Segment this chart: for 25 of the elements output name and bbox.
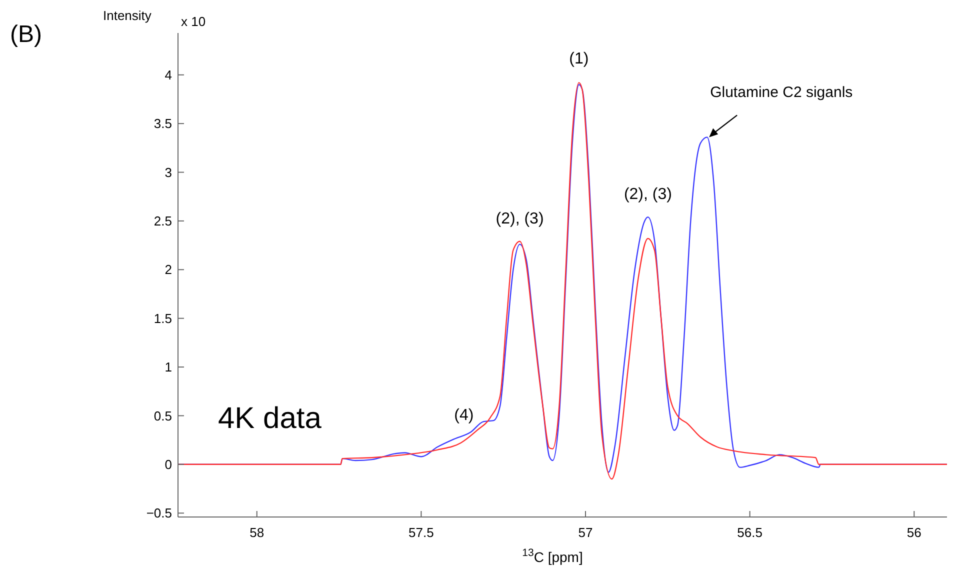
x-axis-title: $^{13}$C [ppm] bbox=[522, 547, 583, 565]
y-axis-title: Intensity bbox=[103, 8, 152, 23]
annotation: Glutamine C2 siganls bbox=[710, 84, 853, 102]
annotation: (2), (3) bbox=[624, 186, 672, 204]
annotation: (4) bbox=[454, 407, 474, 424]
x-tick-label: 56 bbox=[906, 525, 922, 540]
x-tick-label: 56.5 bbox=[737, 525, 762, 540]
y-tick-label: 3 bbox=[164, 164, 172, 180]
annotation: (2), (3) bbox=[496, 210, 544, 228]
y-tick-label: 3.5 bbox=[154, 116, 172, 132]
x-tick-label: 58 bbox=[250, 525, 264, 540]
y-tick-label: 1 bbox=[164, 360, 172, 375]
y-tick-label: 1.5 bbox=[154, 310, 172, 326]
y-tick-label: 2 bbox=[164, 262, 172, 278]
y-tick-label: 4 bbox=[164, 67, 172, 82]
text: (B) bbox=[10, 21, 42, 48]
y-tick-label: 0.5 bbox=[154, 408, 172, 424]
y-tick-label: 0 bbox=[164, 456, 172, 472]
y-tick-label: 2.5 bbox=[154, 214, 172, 228]
annotation: 4K data bbox=[218, 402, 322, 435]
x-tick-label: 57 bbox=[578, 525, 593, 540]
x-tick-label: 57.5 bbox=[408, 525, 434, 540]
y-tick-label: −0.5 bbox=[146, 506, 172, 521]
text: x 10 bbox=[181, 14, 206, 29]
annotation: (1) bbox=[569, 50, 589, 68]
